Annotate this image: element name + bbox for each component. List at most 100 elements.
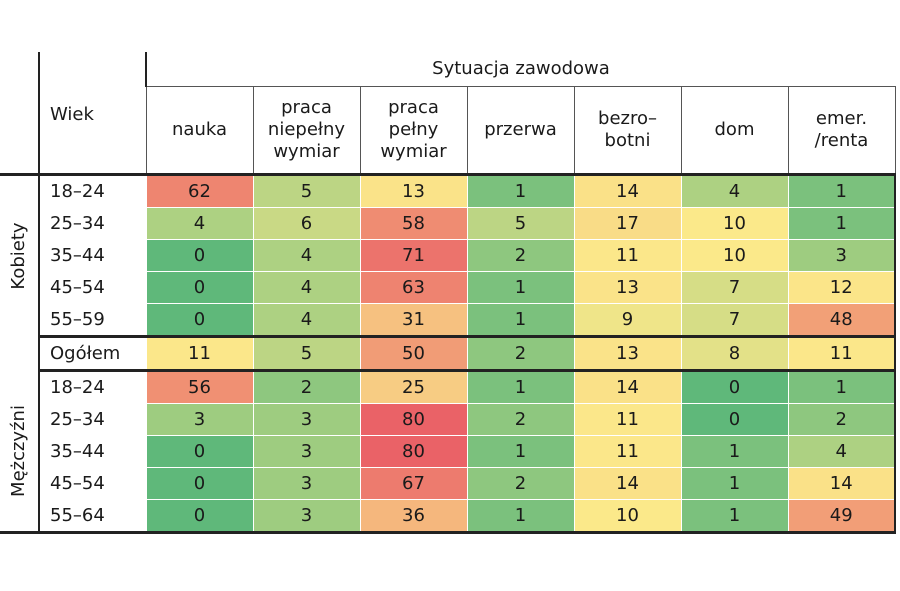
heatmap-cell: 1 — [466, 271, 574, 304]
heatmap-cell: 4 — [787, 435, 896, 468]
group-label-cell: Kobiety — [0, 173, 40, 337]
heatmap-cell: 13 — [573, 335, 681, 372]
heatmap-cell: 7 — [680, 303, 788, 337]
heatmap-cell: 0 — [145, 435, 253, 468]
column-header: emer. /renta — [787, 86, 896, 175]
row-label: 25–34 — [38, 403, 146, 436]
heatmap-cell: 80 — [359, 435, 467, 468]
heatmap-cell: 8 — [680, 335, 788, 372]
heatmap-cell: 0 — [680, 370, 788, 404]
group-label-cell — [0, 337, 39, 371]
column-header: praca pełny wymiar — [359, 86, 467, 175]
row-header-label: Wiek — [38, 52, 146, 175]
heatmap-cell: 5 — [252, 173, 360, 208]
column-header: dom — [680, 86, 788, 175]
heatmap-cell: 4 — [252, 271, 360, 304]
table-row: 55–59 0 4 31 1 9 7 48 — [0, 303, 896, 337]
heatmap-cell: 2 — [466, 403, 574, 436]
column-header: przerwa — [466, 86, 574, 175]
heatmap-cell: 1 — [680, 435, 788, 468]
heatmap-cell: 11 — [145, 335, 253, 372]
heatmap-cell: 13 — [573, 271, 681, 304]
row-label: 55–64 — [38, 499, 146, 534]
group-label-cell: Mężczyźni — [0, 370, 40, 534]
heatmap-cell: 2 — [466, 467, 574, 500]
table-row: 55–64 0 3 36 1 10 1 49 — [0, 499, 896, 534]
table-row: 25–34 4 6 58 5 17 10 1 — [0, 207, 896, 240]
heatmap-cell: 80 — [359, 403, 467, 436]
header-row-group: Wiek Sytuacja zawodowa — [0, 52, 895, 175]
row-label: 25–34 — [38, 207, 146, 240]
row-label: 55–59 — [38, 303, 146, 337]
heatmap-cell: 50 — [359, 335, 467, 372]
heatmap-cell: 1 — [466, 499, 574, 534]
heatmap-cell: 31 — [359, 303, 467, 337]
heatmap-cell: 10 — [573, 499, 681, 534]
row-label: Ogółem — [38, 335, 146, 372]
row-label: 18–24 — [38, 370, 146, 404]
heatmap-cell: 1 — [466, 303, 574, 337]
heatmap-cell: 3 — [252, 403, 360, 436]
row-label: 35–44 — [38, 435, 146, 468]
heatmap-cell: 4 — [680, 173, 788, 208]
heatmap-cell: 5 — [252, 335, 360, 372]
table-row: 45–54 0 3 67 2 14 1 14 — [0, 467, 896, 500]
heatmap-cell: 14 — [573, 370, 681, 404]
heatmap-cell: 13 — [359, 173, 467, 208]
heatmap-table: Wiek Sytuacja zawodowa nauka praca niepełny… — [0, 52, 896, 534]
heatmap-cell: 2 — [252, 370, 360, 404]
table-row: 35–44 0 4 71 2 11 10 3 — [0, 239, 896, 272]
table-row: 25–34 3 3 80 2 11 0 2 — [0, 403, 896, 436]
heatmap-cell: 1 — [466, 173, 574, 208]
heatmap-cell: 17 — [573, 207, 681, 240]
heatmap-cell: 0 — [145, 303, 253, 337]
heatmap-cell: 1 — [466, 435, 574, 468]
heatmap-cell: 49 — [787, 499, 896, 534]
heatmap-cell: 4 — [252, 239, 360, 272]
row-label: 18–24 — [38, 173, 146, 208]
heatmap-cell: 11 — [573, 403, 681, 436]
heatmap-cell: 1 — [680, 467, 788, 500]
row-label: 45–54 — [38, 467, 146, 500]
heatmap-cell: 14 — [573, 173, 681, 208]
heatmap-cell: 36 — [359, 499, 467, 534]
group-label: Kobiety — [8, 222, 29, 290]
heatmap-cell: 0 — [145, 467, 253, 500]
heatmap-cell: 10 — [680, 239, 788, 272]
heatmap-cell: 25 — [359, 370, 467, 404]
heatmap-cell: 9 — [573, 303, 681, 337]
heatmap-cell: 48 — [787, 303, 896, 337]
heatmap-cell: 0 — [680, 403, 788, 436]
heatmap-cell: 6 — [252, 207, 360, 240]
heatmap-cell: 3 — [145, 403, 253, 436]
heatmap-table-container: Wiek Sytuacja zawodowa nauka praca niepełny… — [0, 52, 900, 540]
heatmap-cell: 63 — [359, 271, 467, 304]
heatmap-cell: 1 — [466, 370, 574, 404]
heatmap-cell: 3 — [252, 435, 360, 468]
table-row: Mężczyźni 18–24 56 2 25 1 14 0 1 — [0, 370, 896, 534]
row-label: 35–44 — [38, 239, 146, 272]
header-row-columns: nauka praca niepełny wymiar praca pełny wy… — [0, 86, 896, 175]
group-label: Mężczyźni — [8, 404, 29, 497]
heatmap-cell: 12 — [787, 271, 896, 304]
heatmap-cell: 71 — [359, 239, 467, 272]
table-row: 35–44 0 3 80 1 11 1 4 — [0, 435, 896, 468]
heatmap-cell: 2 — [787, 403, 896, 436]
heatmap-cell: 11 — [787, 335, 896, 372]
heatmap-cell: 2 — [466, 239, 574, 272]
heatmap-cell: 1 — [680, 499, 788, 534]
heatmap-cell: 3 — [787, 239, 896, 272]
column-header: bezro– botni — [573, 86, 681, 175]
heatmap-cell: 2 — [466, 335, 574, 372]
heatmap-cell: 1 — [787, 173, 896, 208]
heatmap-cell: 14 — [787, 467, 896, 500]
heatmap-cell: 7 — [680, 271, 788, 304]
heatmap-cell: 0 — [145, 499, 253, 534]
table-row: Ogółem 11 5 50 2 13 8 11 — [0, 335, 896, 372]
heatmap-cell: 4 — [145, 207, 253, 240]
heatmap-cell: 1 — [787, 207, 896, 240]
row-label: 45–54 — [38, 271, 146, 304]
heatmap-cell: 0 — [145, 271, 253, 304]
heatmap-cell: 4 — [252, 303, 360, 337]
heatmap-cell: 67 — [359, 467, 467, 500]
